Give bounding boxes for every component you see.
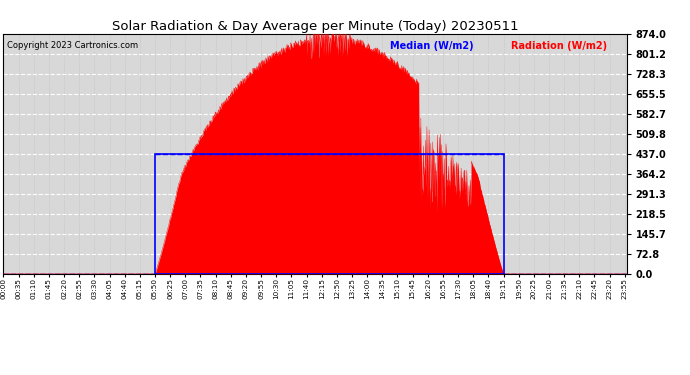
Bar — [155, 154, 504, 274]
Title: Solar Radiation & Day Average per Minute (Today) 20230511: Solar Radiation & Day Average per Minute… — [112, 20, 518, 33]
Text: Copyright 2023 Cartronics.com: Copyright 2023 Cartronics.com — [7, 41, 138, 50]
Text: Median (W/m2): Median (W/m2) — [390, 41, 473, 51]
Text: Radiation (W/m2): Radiation (W/m2) — [511, 41, 607, 51]
